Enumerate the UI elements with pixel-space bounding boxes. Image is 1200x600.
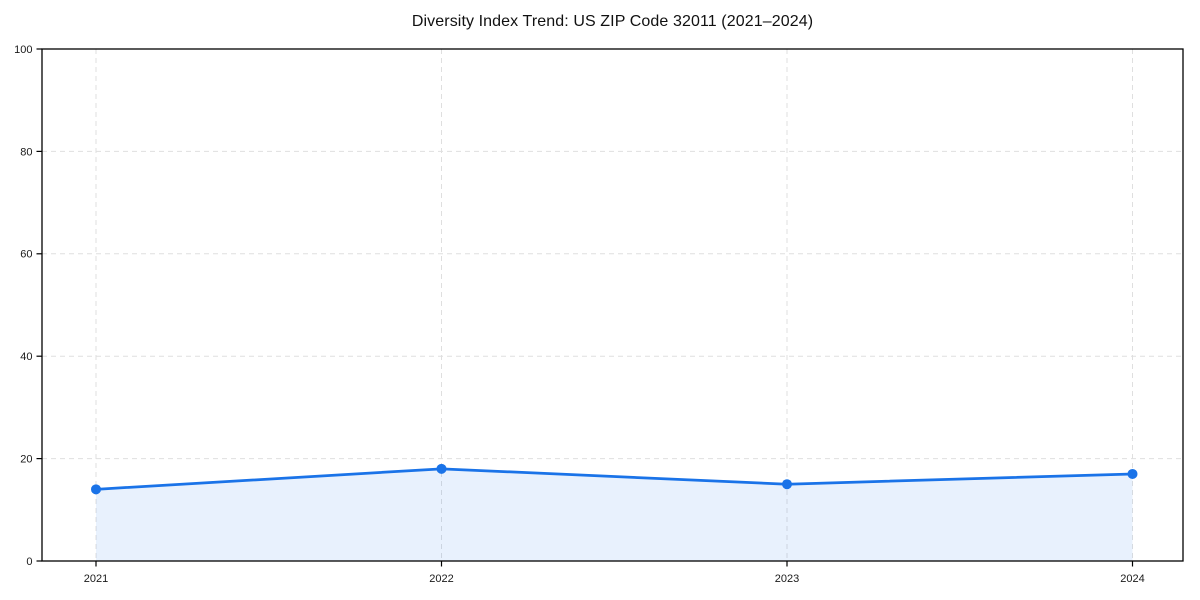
plot-frame: [41, 48, 1184, 562]
x-tick-label: 2023: [775, 573, 799, 585]
x-tick-label: 2022: [429, 573, 453, 585]
data-point-2022: [436, 463, 447, 474]
area-fill: [96, 468, 1133, 561]
y-tick-label: 80: [20, 146, 32, 158]
data-point-2021: [91, 484, 101, 495]
y-tick-label: 60: [20, 249, 32, 261]
y-tick-label: 40: [20, 351, 32, 363]
x-tick-label: 2021: [84, 573, 108, 585]
y-tick-label: 100: [14, 44, 32, 56]
chart-title: Diversity Index Trend: US ZIP Code 32011…: [411, 13, 814, 30]
data-point-2024: [1127, 468, 1138, 479]
y-tick-label: 20: [20, 453, 32, 465]
y-tick-label: 0: [26, 556, 32, 568]
data-point-2023: [782, 479, 792, 490]
trend-line: [94, 467, 1134, 491]
x-tick-label: 2024: [1120, 573, 1144, 585]
